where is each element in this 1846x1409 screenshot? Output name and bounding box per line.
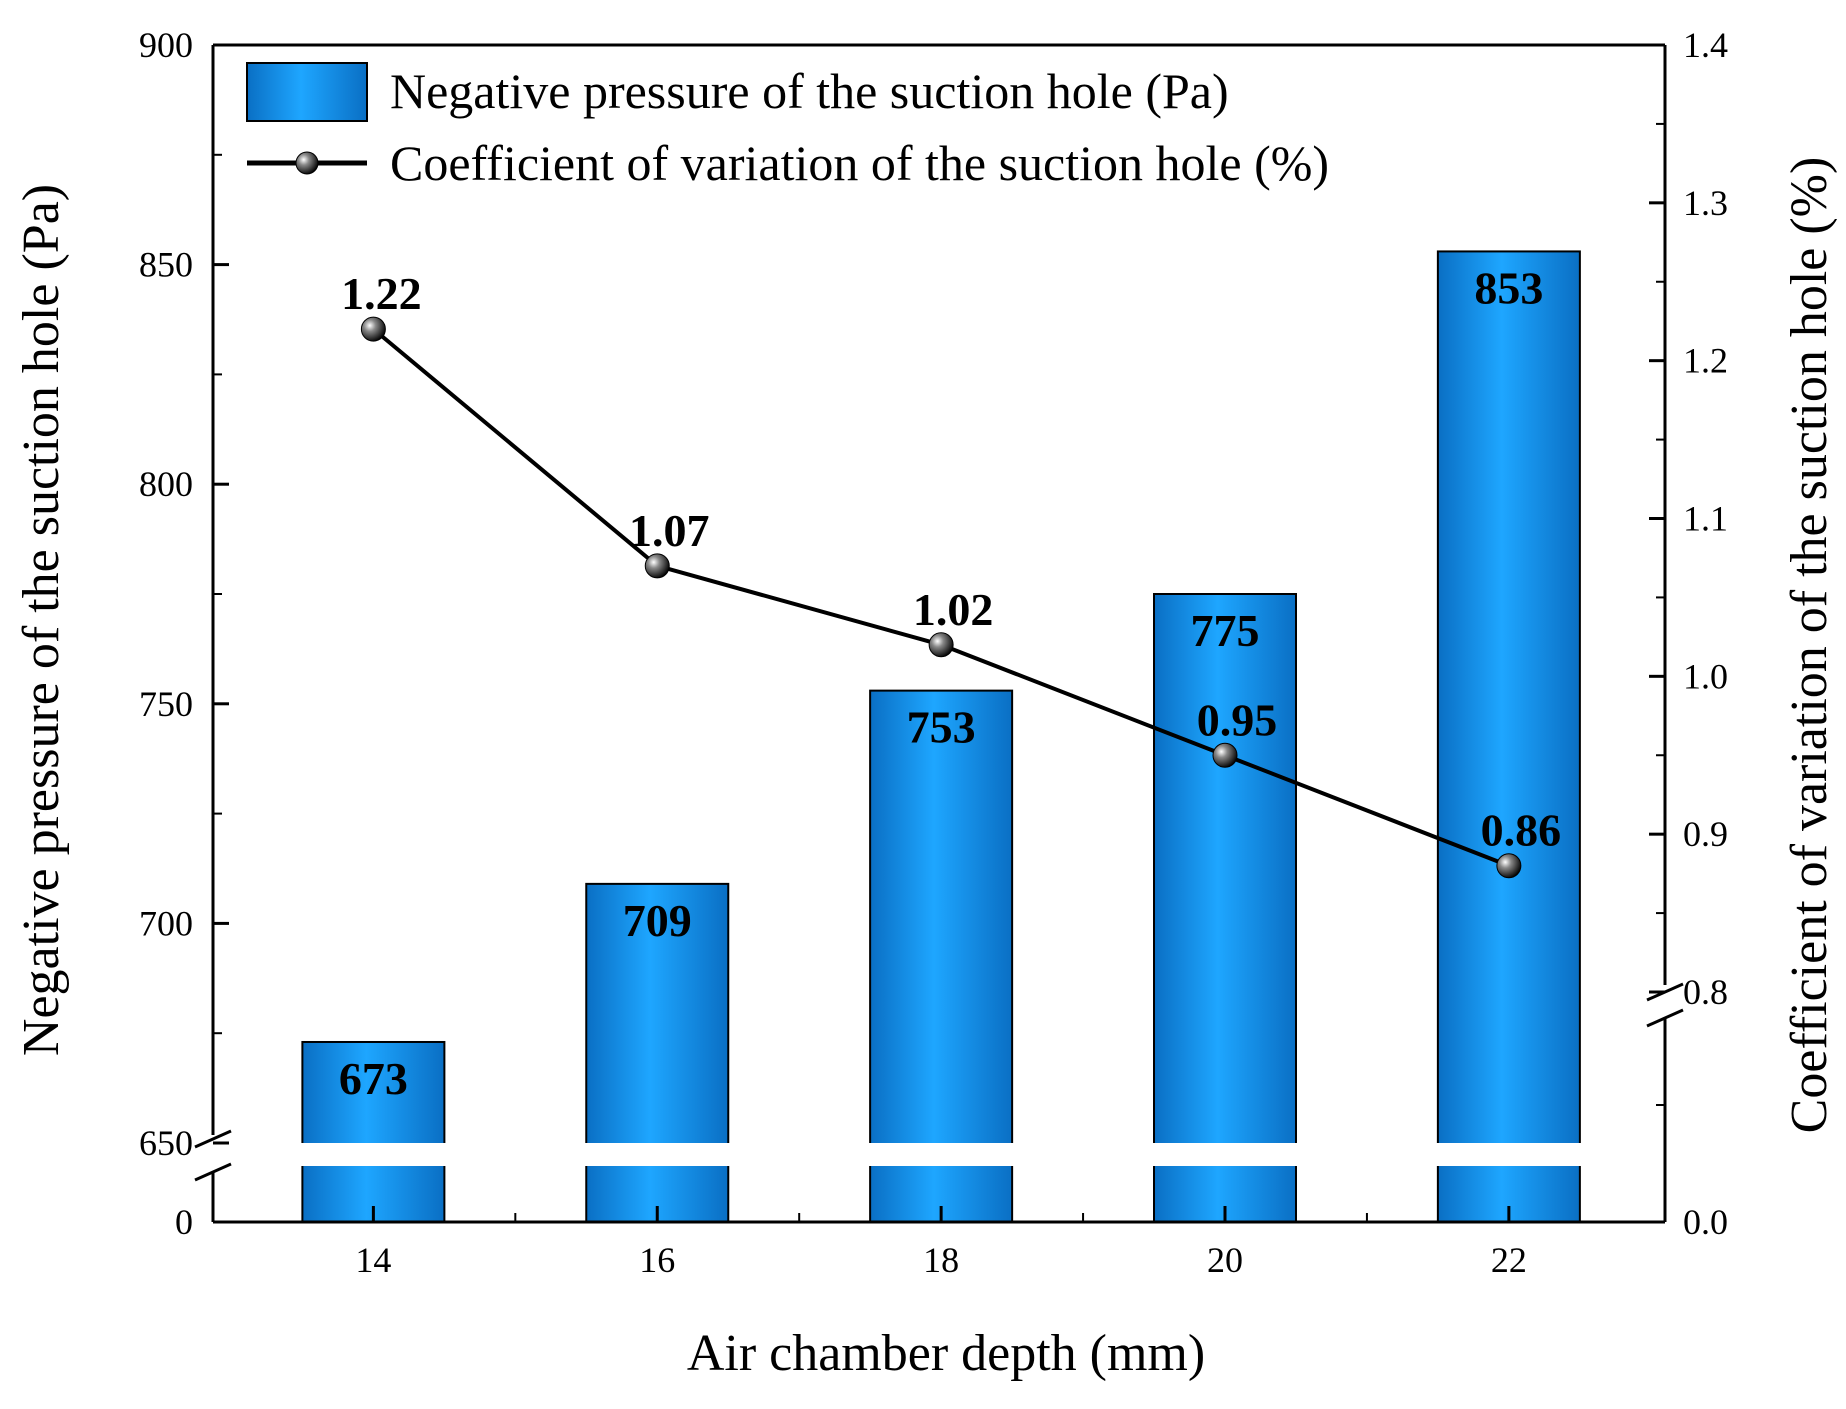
bar-14 <box>301 1040 446 1224</box>
legend-line-label: Coefficient of variation of the suction … <box>390 135 1329 191</box>
legend-bar-swatch <box>246 62 368 122</box>
y-axis-break-mark <box>194 1129 232 1149</box>
y2-axis-break-mark <box>1646 1008 1684 1028</box>
bar-22 <box>1436 250 1581 1223</box>
y-tick-label: 900 <box>139 25 193 65</box>
cv-point-22 <box>1496 853 1522 879</box>
y2-tick-label: 1.3 <box>1683 183 1728 223</box>
bar-20 <box>1153 593 1297 1223</box>
bar-value-label: 853 <box>1474 262 1543 313</box>
bars-layer: 673 709 753 775 853 <box>299 250 1583 1224</box>
bar-18 <box>869 689 1014 1223</box>
cv-point-20 <box>1212 742 1238 768</box>
cv-value-label: 0.86 <box>1481 805 1562 856</box>
axes-layer: 0 650 700 750 800 850 900 0.0 0.8 0.9 1.0 1.1 1.2 1.3… <box>139 25 1728 1280</box>
bar-break-gap <box>299 1143 448 1166</box>
y2-axis-title: Coefficient of variation of the suction … <box>1781 157 1838 1134</box>
cv-value-label: 1.07 <box>629 505 710 556</box>
y2-tick-label: 1.2 <box>1683 341 1728 381</box>
bar-break-gap <box>1151 1143 1299 1166</box>
cv-value-label: 0.95 <box>1197 694 1278 745</box>
cv-point-14 <box>360 316 386 342</box>
bar-break-gap <box>867 1143 1016 1166</box>
cv-point-18 <box>928 632 954 658</box>
bar-value-label: 753 <box>907 702 976 753</box>
bar-value-label: 775 <box>1191 605 1260 656</box>
x-axis-title: Air chamber depth (mm) <box>687 1325 1205 1382</box>
bar-break-gap <box>1434 1143 1583 1166</box>
y-axis-break-mark <box>194 1162 232 1182</box>
y-tick-label: 650 <box>139 1123 193 1163</box>
y-tick-label: 850 <box>139 245 193 285</box>
x-tick-label: 20 <box>1207 1240 1243 1280</box>
y-tick-label: 0 <box>175 1202 193 1242</box>
bar-break-gap <box>583 1143 732 1166</box>
cv-value-label: 1.02 <box>913 584 994 635</box>
cv-point-16 <box>644 553 670 579</box>
y2-tick-label: 1.4 <box>1683 25 1728 65</box>
y-tick-label: 750 <box>139 684 193 724</box>
legend: Negative pressure of the suction hole (P… <box>246 62 1329 191</box>
x-tick-label: 22 <box>1491 1240 1527 1280</box>
y-tick-label: 700 <box>139 903 193 943</box>
cv-value-label: 1.22 <box>341 268 422 319</box>
y2-tick-label: 0.0 <box>1683 1202 1728 1242</box>
x-tick-label: 14 <box>355 1240 391 1280</box>
y2-tick-label: 0.9 <box>1683 814 1728 854</box>
bar-value-label: 709 <box>623 895 692 946</box>
y2-tick-label: 1.0 <box>1683 656 1728 696</box>
line-layer: 1.22 1.07 1.02 0.95 0.86 <box>341 268 1562 879</box>
y-tick-label: 800 <box>139 464 193 504</box>
x-tick-label: 16 <box>639 1240 675 1280</box>
y2-tick-label: 0.8 <box>1683 972 1728 1012</box>
x-tick-label: 18 <box>923 1240 959 1280</box>
legend-bar-label: Negative pressure of the suction hole (P… <box>390 63 1229 119</box>
bar-value-label: 673 <box>339 1053 408 1104</box>
y-axis-title: Negative pressure of the suction hole (P… <box>13 184 70 1056</box>
legend-line-marker <box>295 151 319 175</box>
y2-tick-label: 1.1 <box>1683 499 1728 539</box>
